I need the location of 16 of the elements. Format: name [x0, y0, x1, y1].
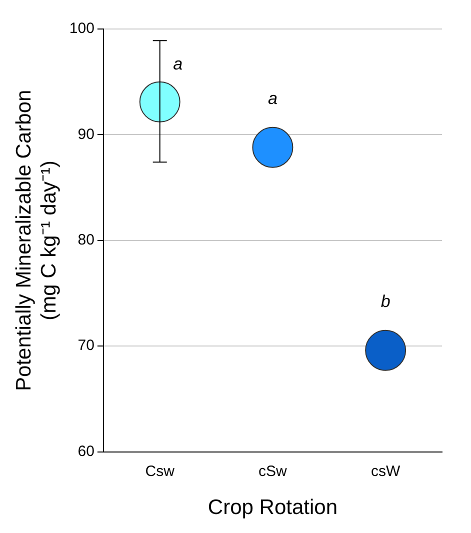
point	[139, 81, 180, 122]
annotation: a	[268, 89, 278, 108]
x-tick-label: cSw	[258, 462, 288, 480]
y-axis-title: Potentially Mineralizable Carbon (mg C kg⁻¹ day⁻¹)	[12, 90, 61, 391]
x-tick-label: csW	[370, 462, 401, 480]
point	[365, 330, 406, 371]
y-tick-label: 70	[78, 337, 94, 354]
y-tick-label: 90	[78, 126, 94, 143]
annotation: a	[173, 54, 183, 74]
y-tick-label: 100	[69, 20, 94, 38]
y-tick-label: 60	[78, 442, 94, 460]
x-tick-label: Csw	[145, 462, 175, 480]
annotation: b	[380, 292, 390, 312]
x-axis-title: Crop Rotation	[208, 496, 338, 520]
y-tick-label: 80	[78, 232, 94, 249]
point	[252, 126, 294, 168]
